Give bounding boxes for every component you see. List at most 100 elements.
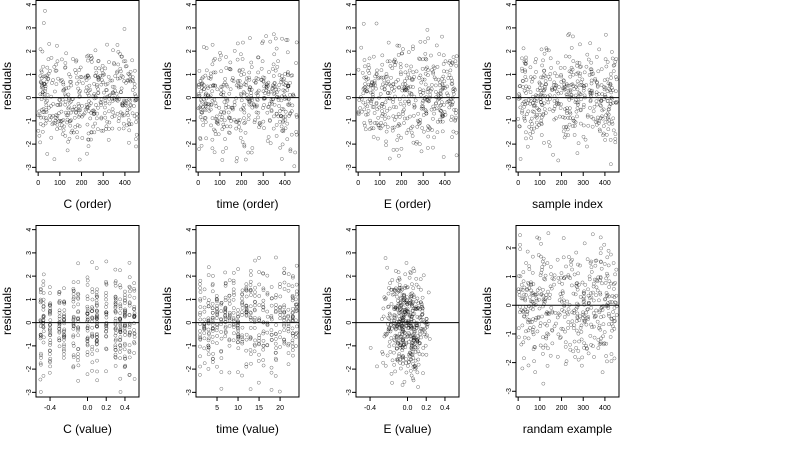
data-point — [590, 88, 594, 93]
data-point — [531, 317, 535, 322]
data-point — [531, 307, 535, 312]
data-point — [582, 341, 587, 346]
data-point — [518, 247, 522, 251]
data-point — [392, 350, 396, 355]
data-point — [420, 295, 425, 300]
data-point — [224, 103, 229, 107]
y-tick-label: 1 — [506, 72, 513, 76]
data-point — [612, 295, 617, 300]
data-point — [572, 272, 577, 277]
data-point — [435, 65, 440, 69]
data-point — [398, 357, 402, 362]
data-point — [539, 133, 544, 137]
data-point — [393, 305, 398, 310]
data-point — [581, 310, 585, 315]
x-tick-label: 100 — [534, 405, 546, 412]
data-point — [395, 138, 400, 142]
data-point — [123, 330, 128, 334]
data-point — [535, 120, 539, 125]
data-point — [585, 52, 590, 57]
data-point — [397, 97, 402, 102]
data-point — [123, 313, 127, 318]
data-point — [420, 352, 425, 357]
data-point — [104, 127, 108, 132]
data-point — [552, 324, 557, 329]
data-point — [85, 343, 90, 348]
data-point — [78, 89, 82, 93]
data-point — [372, 121, 377, 125]
data-point — [401, 82, 405, 87]
data-point — [399, 318, 404, 323]
data-point — [360, 71, 365, 75]
data-point — [85, 283, 90, 287]
data-point — [248, 335, 253, 340]
data-point — [575, 311, 580, 316]
data-point — [113, 280, 118, 285]
data-point — [591, 298, 596, 303]
data-point — [78, 75, 83, 79]
data-point — [115, 70, 119, 75]
data-point — [38, 318, 43, 323]
x-tick-label: 20 — [276, 405, 284, 412]
data-point — [414, 306, 418, 311]
data-point — [131, 79, 136, 83]
data-point — [451, 100, 455, 105]
data-point — [562, 115, 567, 120]
y-tick-label: 1 — [346, 72, 353, 76]
data-point — [240, 301, 244, 305]
data-point — [599, 266, 604, 271]
data-point — [198, 312, 202, 317]
x-tick-label: 400 — [279, 180, 291, 187]
data-point — [552, 71, 557, 76]
data-point — [244, 337, 249, 342]
data-point — [210, 301, 215, 306]
data-point — [529, 283, 534, 287]
data-point — [95, 335, 99, 339]
data-point — [406, 128, 411, 132]
data-point — [382, 112, 387, 117]
data-point — [244, 294, 249, 299]
data-point — [86, 131, 91, 136]
data-point — [532, 359, 536, 364]
data-point — [547, 296, 552, 301]
data-point — [387, 286, 391, 290]
data-point — [99, 128, 104, 133]
data-point — [198, 329, 202, 333]
data-point — [559, 73, 563, 77]
data-point — [242, 103, 247, 107]
data-point — [611, 310, 615, 314]
data-point — [544, 336, 549, 341]
data-point — [288, 111, 293, 115]
data-point — [257, 282, 262, 287]
data-point — [610, 50, 614, 54]
y-tick-label: 1 — [346, 297, 353, 301]
data-point — [60, 123, 64, 128]
data-point — [568, 88, 573, 92]
data-point — [210, 289, 215, 294]
data-point — [567, 110, 572, 115]
data-point — [291, 353, 295, 358]
data-point — [63, 65, 67, 70]
data-point — [608, 72, 613, 76]
data-point — [420, 101, 425, 105]
data-point — [579, 97, 584, 102]
data-point — [121, 59, 126, 64]
data-point — [239, 98, 244, 103]
data-point — [248, 98, 252, 103]
data-point — [249, 311, 253, 315]
data-point — [584, 322, 589, 327]
data-point — [62, 87, 67, 92]
data-point — [520, 56, 524, 61]
y-tick-label: -3 — [186, 164, 193, 170]
data-point — [530, 330, 535, 335]
data-point — [220, 84, 225, 89]
data-point — [90, 309, 94, 313]
data-point — [381, 360, 385, 365]
data-point — [281, 129, 286, 134]
data-point — [48, 329, 52, 333]
data-point — [418, 93, 423, 97]
data-point — [451, 55, 456, 60]
data-point — [576, 357, 581, 362]
data-point — [394, 79, 399, 84]
data-point — [406, 364, 410, 368]
